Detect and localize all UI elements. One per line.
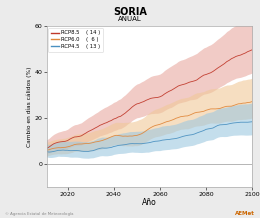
Text: AEMet: AEMet [235, 211, 255, 216]
X-axis label: Año: Año [142, 198, 157, 207]
Text: ANUAL: ANUAL [118, 16, 142, 22]
Text: © Agencia Estatal de Meteorología: © Agencia Estatal de Meteorología [5, 212, 74, 216]
Legend: RCP8.5    ( 14 ), RCP6.0    (  6 ), RCP4.5    ( 13 ): RCP8.5 ( 14 ), RCP6.0 ( 6 ), RCP4.5 ( 13… [48, 28, 103, 52]
Text: SORIA: SORIA [113, 7, 147, 17]
Y-axis label: Cambio en días cálidos (%): Cambio en días cálidos (%) [27, 66, 32, 147]
